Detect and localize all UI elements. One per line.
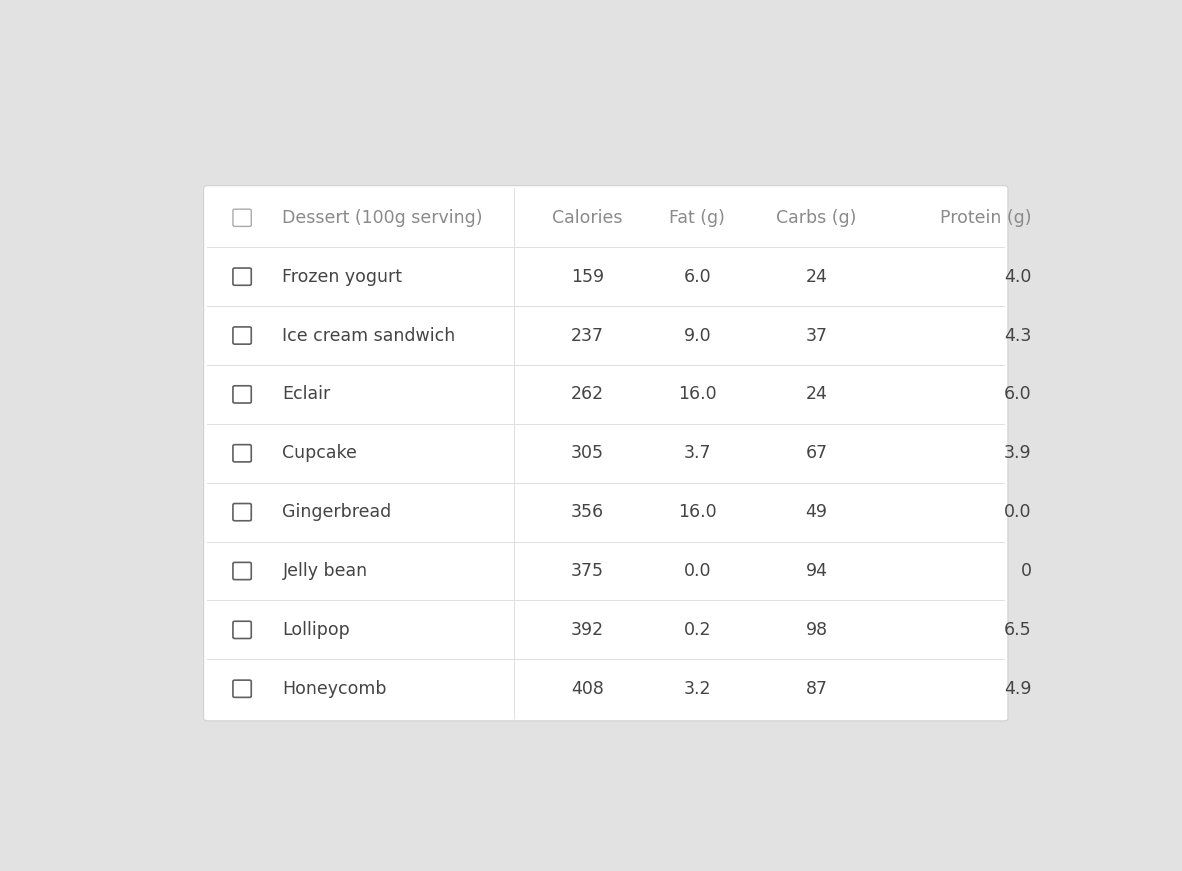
Text: 37: 37 — [805, 327, 827, 345]
Text: 6.5: 6.5 — [1005, 621, 1032, 638]
Text: 0: 0 — [1021, 562, 1032, 580]
Text: Calories: Calories — [552, 209, 623, 226]
Text: 94: 94 — [805, 562, 827, 580]
Text: 408: 408 — [571, 679, 604, 698]
Text: Fat (g): Fat (g) — [669, 209, 726, 226]
Text: Protein (g): Protein (g) — [940, 209, 1032, 226]
Text: Dessert (100g serving): Dessert (100g serving) — [282, 209, 483, 226]
Text: 98: 98 — [805, 621, 827, 638]
Text: 16.0: 16.0 — [678, 503, 716, 521]
Text: 6.0: 6.0 — [683, 267, 712, 286]
Text: 375: 375 — [571, 562, 604, 580]
Text: Lollipop: Lollipop — [282, 621, 350, 638]
Text: Jelly bean: Jelly bean — [282, 562, 368, 580]
Text: Frozen yogurt: Frozen yogurt — [282, 267, 402, 286]
Text: 87: 87 — [805, 679, 827, 698]
Text: 49: 49 — [805, 503, 827, 521]
Text: 4.3: 4.3 — [1005, 327, 1032, 345]
Text: 3.2: 3.2 — [683, 679, 712, 698]
Text: Gingerbread: Gingerbread — [282, 503, 391, 521]
FancyBboxPatch shape — [203, 186, 1008, 721]
Text: 67: 67 — [805, 444, 827, 463]
Text: 356: 356 — [571, 503, 604, 521]
Text: 262: 262 — [571, 385, 604, 403]
Text: 3.7: 3.7 — [683, 444, 712, 463]
Text: Ice cream sandwich: Ice cream sandwich — [282, 327, 455, 345]
Text: Honeycomb: Honeycomb — [282, 679, 387, 698]
Text: Carbs (g): Carbs (g) — [777, 209, 857, 226]
Text: 6.0: 6.0 — [1005, 385, 1032, 403]
Text: 0.0: 0.0 — [1005, 503, 1032, 521]
Text: Cupcake: Cupcake — [282, 444, 357, 463]
Text: Eclair: Eclair — [282, 385, 331, 403]
Text: 9.0: 9.0 — [683, 327, 712, 345]
Text: 159: 159 — [571, 267, 604, 286]
Text: 392: 392 — [571, 621, 604, 638]
Text: 4.0: 4.0 — [1005, 267, 1032, 286]
Text: 237: 237 — [571, 327, 604, 345]
Text: 305: 305 — [571, 444, 604, 463]
Text: 24: 24 — [805, 267, 827, 286]
Text: 16.0: 16.0 — [678, 385, 716, 403]
Text: 0.0: 0.0 — [683, 562, 712, 580]
Text: 3.9: 3.9 — [1005, 444, 1032, 463]
Text: 0.2: 0.2 — [683, 621, 712, 638]
Text: 4.9: 4.9 — [1005, 679, 1032, 698]
Text: 24: 24 — [805, 385, 827, 403]
